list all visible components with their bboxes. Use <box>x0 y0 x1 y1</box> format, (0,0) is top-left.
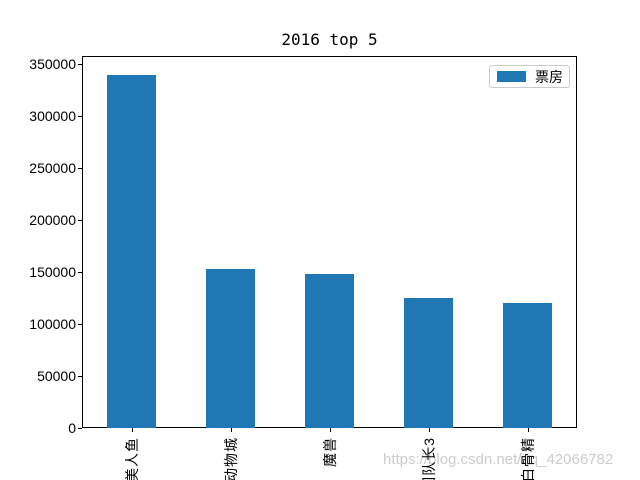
legend: 票房 <box>489 65 570 88</box>
y-tick-mark <box>78 220 82 222</box>
y-tick-mark <box>78 64 82 66</box>
chart-title: 2016 top 5 <box>281 30 378 49</box>
y-tick-label: 100000 <box>29 316 76 333</box>
legend-color-swatch <box>497 71 526 82</box>
bar <box>305 274 354 428</box>
y-tick-label: 300000 <box>29 108 76 125</box>
y-tick-label: 50000 <box>37 368 76 385</box>
y-tick-mark <box>78 324 82 326</box>
bar <box>503 303 552 428</box>
bar <box>107 74 156 428</box>
x-tick-label-text: 美国队长3 <box>420 437 437 480</box>
x-tick-mark <box>428 428 430 432</box>
y-tick-label: 0 <box>68 420 76 436</box>
x-tick-mark <box>230 428 232 432</box>
y-tick-label: 150000 <box>29 264 76 281</box>
x-tick-label-text: 美人鱼 <box>123 437 140 480</box>
x-tick-mark <box>527 428 529 432</box>
x-tick-mark <box>131 428 133 432</box>
y-tick-mark <box>78 116 82 118</box>
x-tick-label-text: 魔兽 <box>321 437 338 467</box>
bar <box>206 269 255 428</box>
y-tick-label: 250000 <box>29 160 76 177</box>
y-tick-mark <box>78 376 82 378</box>
bar <box>404 298 453 428</box>
y-tick-mark <box>78 272 82 274</box>
legend-label: 票房 <box>535 68 563 85</box>
y-tick-mark <box>78 428 82 429</box>
x-tick-label-text: 三打白骨精 <box>519 437 536 480</box>
watermark: https://blog.csdn.net/qq_42066782 <box>383 451 614 468</box>
y-tick-label: 200000 <box>29 212 76 229</box>
x-tick-mark <box>329 428 331 432</box>
y-tick-mark <box>78 168 82 170</box>
x-tick-label-text: 疯狂动物城 <box>222 437 239 480</box>
y-tick-label: 350000 <box>29 56 76 73</box>
